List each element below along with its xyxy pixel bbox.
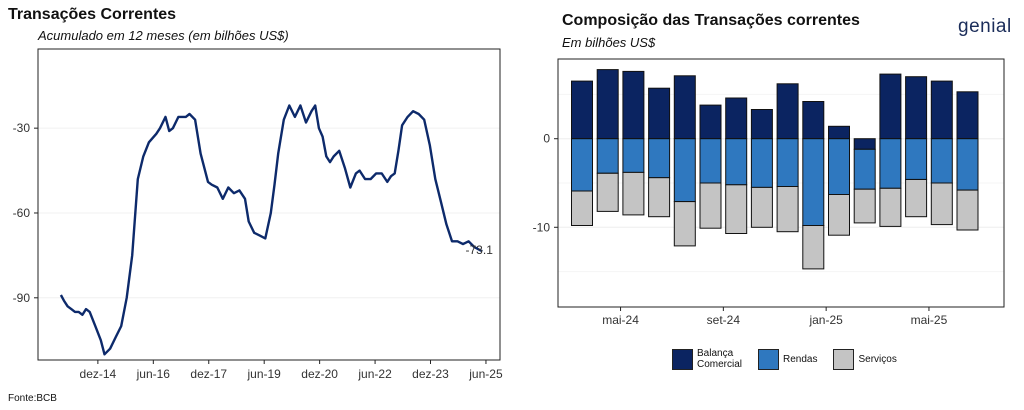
y-tick-label: -90	[13, 291, 31, 305]
bar-balanca	[776, 83, 799, 140]
bar-chart-legend: Balança Comercial Rendas Serviços	[672, 348, 905, 370]
bar-balanca	[622, 70, 645, 140]
bar-servicos	[673, 201, 696, 247]
bar-servicos	[930, 182, 953, 226]
left-chart-subtitle: Acumulado em 12 meses (em bilhões US$)	[38, 28, 289, 43]
left-chart-title: Transações Correntes	[8, 6, 177, 23]
right-bar-chart: 0 -10 mai-24 set-24 jan-25 mai-25	[533, 58, 1005, 327]
bar-servicos	[905, 179, 928, 218]
bar-rendas	[648, 138, 671, 179]
bar-servicos	[879, 187, 902, 227]
bar-servicos	[725, 184, 748, 235]
bar-balanca	[930, 80, 953, 140]
bar-rendas	[750, 138, 773, 188]
bar-balanca	[956, 91, 979, 140]
x-tick-label: jun-22	[357, 367, 392, 381]
bar-rendas	[853, 148, 876, 190]
legend-swatch-balanca	[672, 348, 693, 370]
source-note: Fonte:BCB	[8, 393, 57, 404]
bar-rendas	[828, 138, 850, 195]
bar-servicos	[750, 186, 773, 228]
bar-rendas	[956, 138, 979, 191]
x-tick-label: mai-25	[911, 313, 948, 327]
legend-label-balanca: Balança Comercial	[697, 348, 743, 370]
bar-balanca	[596, 69, 619, 140]
brand-logo: genial	[958, 16, 1012, 37]
bar-balanca	[802, 101, 825, 140]
bar-rendas	[699, 138, 722, 184]
bar-rendas	[930, 138, 953, 184]
left-line-chart: -30 -60 -90 dez-14 jun-16 dez-17 jun-19 dez-20 j…	[13, 48, 503, 381]
bar-servicos	[648, 177, 671, 218]
bar-servicos	[956, 189, 979, 231]
bar-rendas	[802, 138, 825, 226]
bar-balanca	[725, 97, 748, 140]
bar-balanca	[853, 138, 876, 150]
bar-rendas	[879, 138, 902, 189]
x-tick-label: jun-25	[468, 367, 503, 381]
legend-label-rendas: Rendas	[783, 353, 818, 365]
legend-item-servicos: Serviços	[833, 348, 897, 370]
y-tick-label: -10	[533, 220, 551, 234]
bar-rendas	[776, 138, 799, 187]
x-tick-label: dez-17	[190, 367, 227, 381]
bar-servicos	[622, 171, 645, 216]
bar-balanca	[673, 75, 696, 140]
x-tick-label: dez-23	[412, 367, 449, 381]
bar-balanca	[828, 125, 850, 140]
bar-balanca	[879, 73, 902, 140]
bar-servicos	[828, 194, 850, 236]
bar-balanca	[699, 104, 722, 140]
bar-servicos	[776, 186, 799, 233]
bar-rendas	[596, 138, 619, 174]
bar-rendas	[673, 138, 696, 203]
series-line	[59, 104, 483, 356]
bar-rendas	[622, 138, 645, 173]
bar-balanca	[571, 80, 593, 140]
y-tick-label: -60	[13, 206, 31, 220]
bar-balanca	[648, 87, 671, 140]
x-tick-label: mai-24	[602, 313, 639, 327]
legend-item-balanca: Balança Comercial	[672, 348, 742, 370]
bar-servicos	[853, 188, 876, 224]
plot-frame	[37, 48, 501, 361]
x-tick-label: jun-19	[247, 367, 282, 381]
bar-servicos	[699, 182, 722, 229]
bar-servicos	[596, 172, 619, 212]
bar-balanca	[905, 76, 928, 140]
legend-label-servicos: Serviços	[858, 353, 897, 365]
y-tick-label: -30	[13, 121, 31, 135]
right-chart-subtitle: Em bilhões US$	[562, 35, 656, 50]
legend-swatch-rendas	[758, 348, 780, 370]
legend-item-rendas: Rendas	[758, 348, 818, 370]
last-value-label: -73.1	[466, 243, 494, 257]
x-tick-label: jun-16	[136, 367, 171, 381]
bar-balanca	[750, 109, 773, 140]
legend-swatch-servicos	[833, 348, 855, 370]
plot-frame	[557, 58, 1005, 308]
x-tick-label: dez-20	[301, 367, 338, 381]
bar-servicos	[571, 190, 593, 226]
bar-rendas	[571, 138, 593, 192]
y-tick-label: 0	[543, 132, 550, 146]
x-tick-label: set-24	[707, 313, 741, 327]
right-chart-title: Composição das Transações correntes	[562, 12, 860, 29]
x-tick-label: jan-25	[808, 313, 843, 327]
bar-rendas	[725, 138, 748, 186]
x-tick-label: dez-14	[80, 367, 117, 381]
bar-servicos	[802, 225, 825, 270]
bar-rendas	[905, 138, 928, 180]
